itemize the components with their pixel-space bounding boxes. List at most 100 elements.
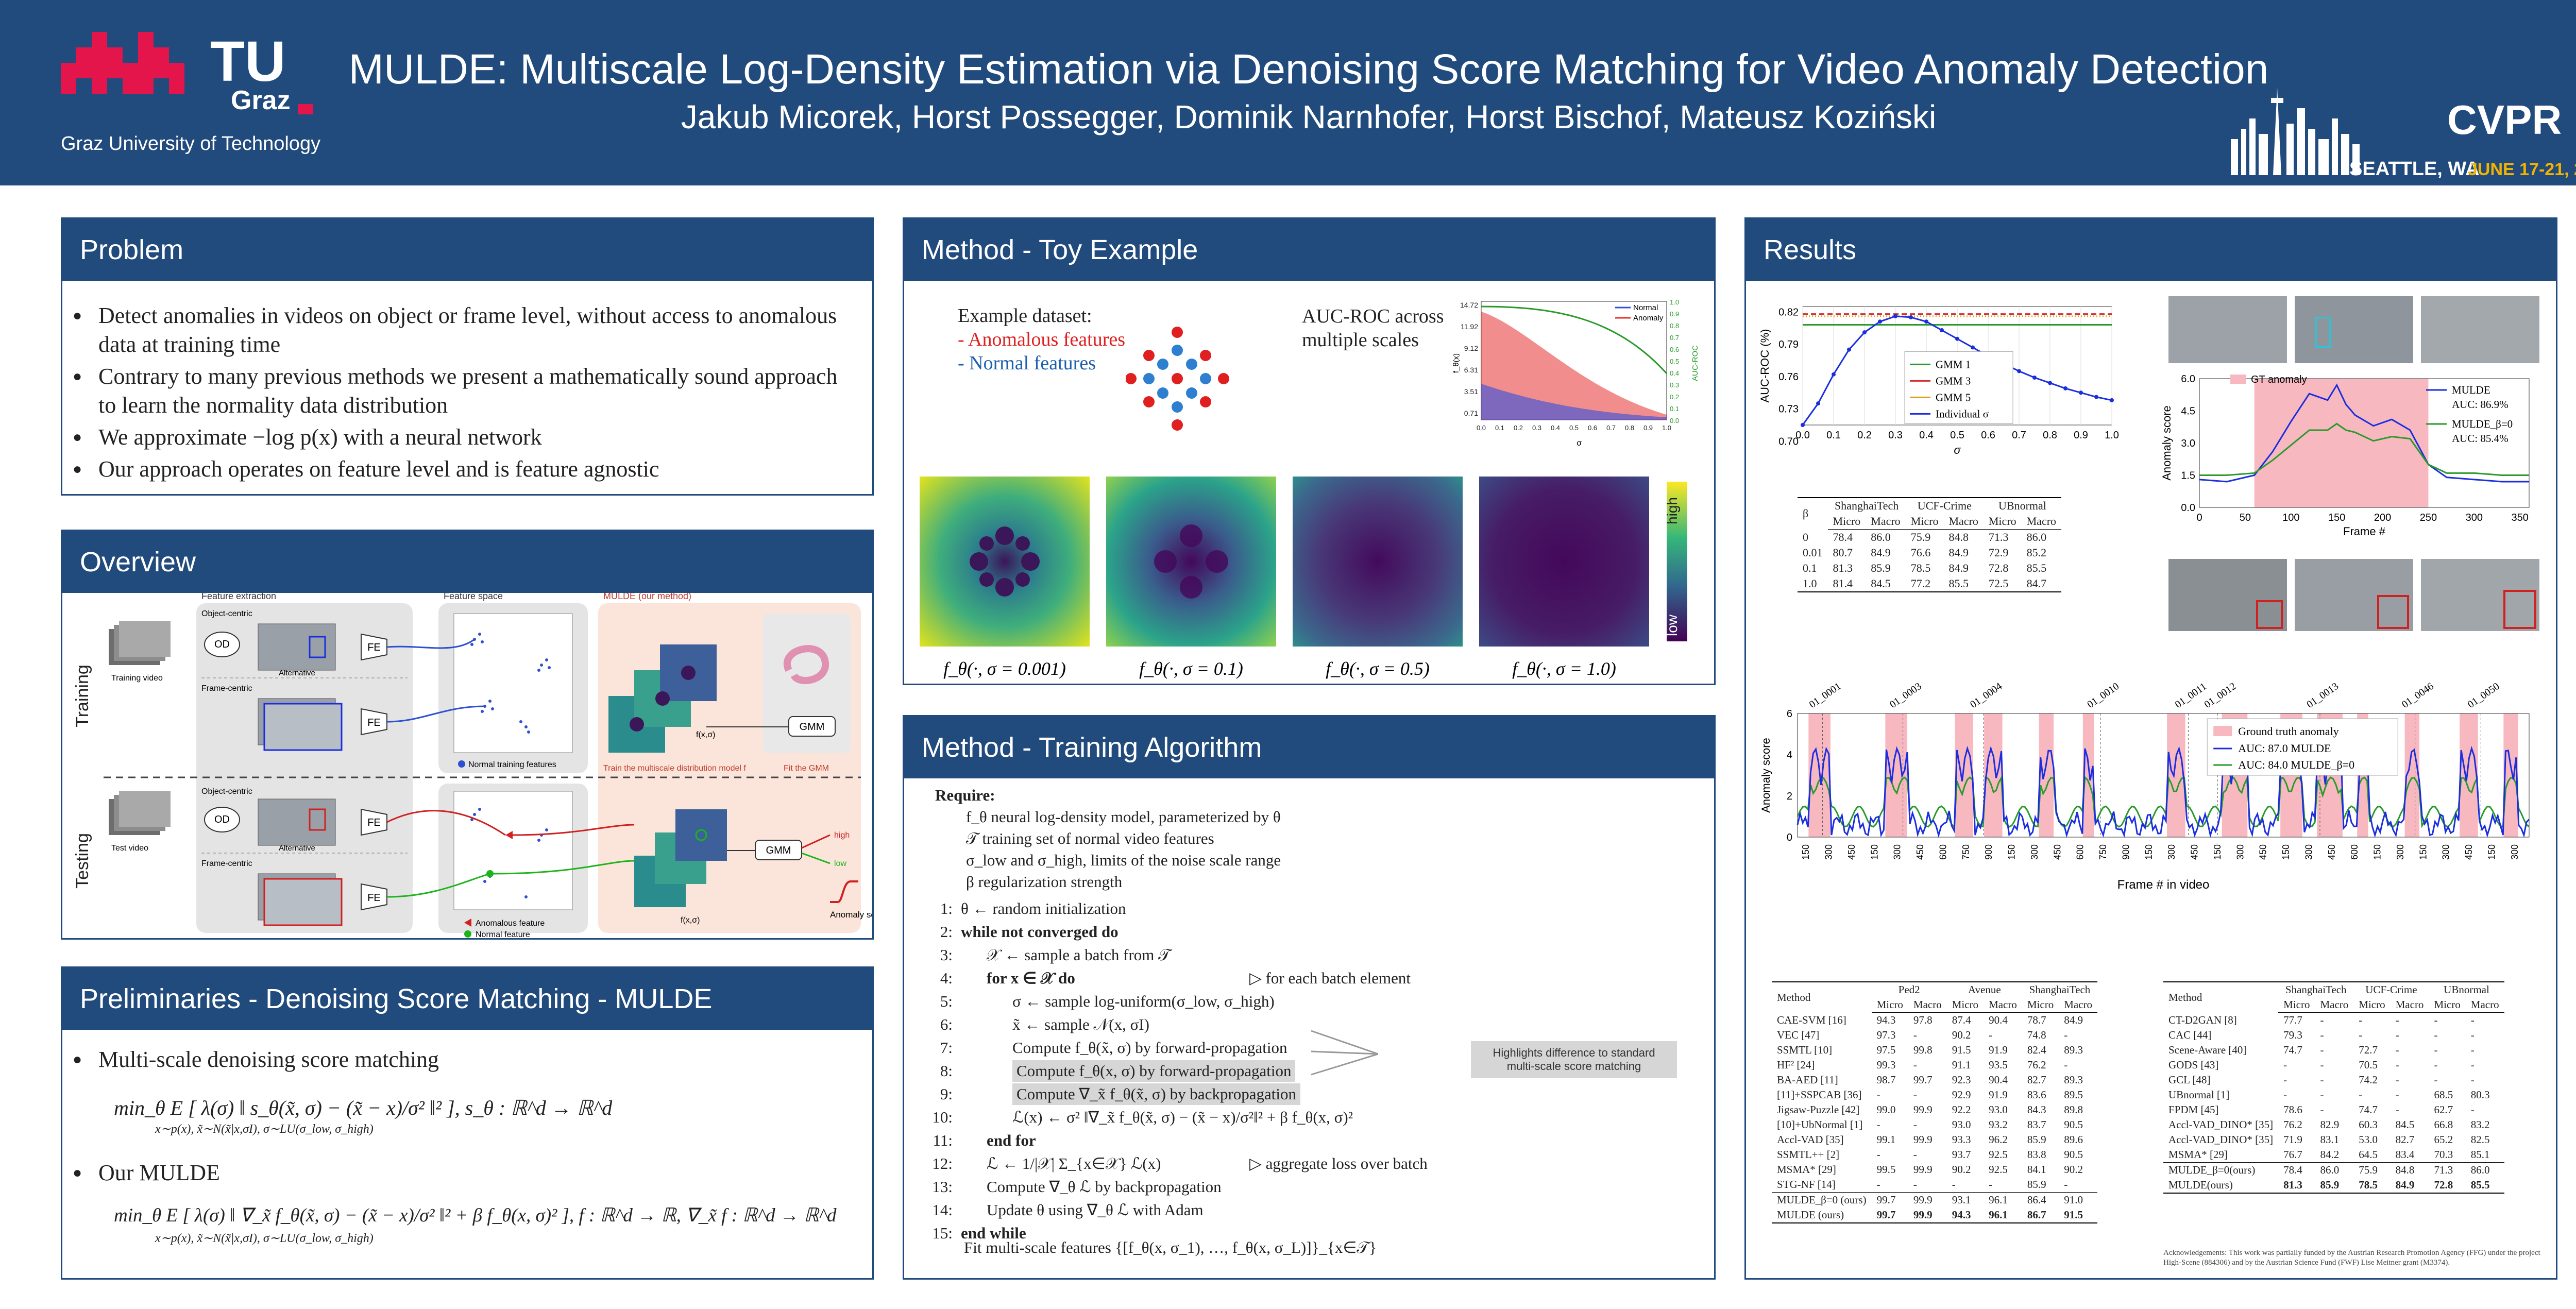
table-cell: SSMTL++ [2] — [1777, 1148, 1840, 1161]
mini-y2tick: 1.0 — [1670, 298, 1679, 306]
data-point — [1878, 319, 1882, 324]
table-cell: 93.2 — [1989, 1118, 2008, 1131]
table-cell: 85.5 — [1943, 576, 1984, 592]
table-cell: - — [2320, 1014, 2324, 1026]
line-number: 10: — [932, 1108, 953, 1126]
table-cell: 87.4 — [1952, 1014, 1971, 1026]
mini-ylabel: f_θ(x) — [1452, 353, 1461, 373]
aucroc-text: AUC-ROC across multiple scales — [1302, 305, 1444, 351]
table-cell: - — [2395, 1103, 2399, 1116]
mini-xtick: 0.9 — [1643, 424, 1653, 432]
high-label: high — [834, 831, 850, 840]
table-cell: 80.3 — [2470, 1089, 2490, 1101]
y-tick-label: 0.73 — [1778, 404, 1799, 415]
mini-ytick: 11.92 — [1461, 322, 1478, 331]
table-cell: 81.3 — [2278, 1178, 2315, 1194]
table-cell: MULDE(ours) — [2163, 1178, 2279, 1194]
algorithm-lines: 1: θ ← random initialization 2: while not c… — [930, 898, 1445, 1246]
table-cell: 0.1 — [1803, 562, 1817, 574]
table-cell: - — [2470, 1044, 2475, 1056]
table-row: Jigsaw-Puzzle [42] 99.0 99.9 92.2 93.0 84.3 89… — [1772, 1102, 2097, 1117]
video-frame — [2421, 559, 2539, 631]
table-cell: BA-AED [11] — [1777, 1074, 1838, 1086]
algorithm-line: 13: Compute ∇_θ ℒ by backpropagation — [930, 1176, 1445, 1199]
plot-frame — [2199, 378, 2530, 508]
table-cell: - — [1876, 1148, 1880, 1161]
table-cell: 72.9 — [1988, 546, 2009, 559]
table-row: 0.1 81.3 85.9 78.5 84.9 72.8 85.5 — [1798, 560, 2061, 576]
algorithm-line: 7: Compute f_θ(x̃, σ) by forward-propagat… — [930, 1037, 1445, 1060]
table-cell: 92.5 — [1989, 1148, 2008, 1161]
clip-label: 01_0004 — [1968, 681, 2004, 710]
table-cell: - — [2395, 1074, 2399, 1086]
table-cell: 86.0 — [2320, 1164, 2340, 1176]
table-cell: 85.9 — [2315, 1178, 2354, 1194]
table-cell: 89.8 — [2064, 1103, 2083, 1116]
university-name: Graz University of Technology — [61, 133, 321, 155]
example-dataset-label: Example dataset: — [958, 305, 1092, 327]
table-header: Method — [2163, 981, 2279, 1013]
line-text: ℒ(x) ← σ² ‖∇_x̃ f_θ(x̃, σ) − (x̃ − x)/σ²… — [1012, 1108, 1353, 1126]
object-centric-label: Object-centric — [201, 609, 252, 618]
table-cell: MULDE_β=0(ours) — [2168, 1164, 2256, 1176]
table-cell: 83.8 — [2027, 1148, 2046, 1161]
object-centric-label: Object-centric — [201, 787, 252, 796]
table-cell: 84.2 — [2320, 1148, 2340, 1161]
legend-label: GMM 1 — [1936, 358, 1971, 370]
table-cell: 78.5 — [1910, 562, 1931, 574]
table-cell: CT-D2GAN [8] — [2168, 1013, 2237, 1026]
x-axis-label: Frame # — [2343, 525, 2386, 538]
table-cell: 76.7 — [2283, 1148, 2302, 1161]
mini-xtick: 0.2 — [1514, 424, 1523, 432]
table-cell: - — [2064, 1059, 2068, 1071]
table-cell: MULDE_β=0 (ours) — [1777, 1194, 1867, 1206]
table-cell: - — [2395, 1014, 2399, 1026]
table-cell: 74.2 — [2359, 1074, 2378, 1086]
mini-y2label: AUC-ROC — [1691, 345, 1700, 381]
table-cell: 83.7 — [2027, 1118, 2046, 1131]
table-cell: 98.7 — [1876, 1074, 1896, 1086]
table-cell: - — [1913, 1148, 1917, 1161]
table-row: MULDE (ours) 99.7 99.9 94.3 96.1 86.7 91.5 — [1772, 1208, 2098, 1223]
line-comment: ▷ for each batch element — [1249, 969, 1411, 987]
legend-box — [1904, 351, 2013, 424]
table-cell: - — [2470, 1074, 2475, 1086]
table-subheader: Macro — [2390, 997, 2429, 1013]
x-tick-label: 0 — [2196, 512, 2202, 523]
table-header: ShanghaiTech — [2022, 981, 2098, 997]
table-cell: 93.0 — [1952, 1118, 1971, 1131]
line-comment: ▷ aggregate loss over batch — [1249, 1154, 1428, 1172]
table-cell: 79.3 — [2283, 1029, 2302, 1041]
line-text: Compute ∇_θ ℒ by backpropagation — [987, 1178, 1222, 1196]
y-tick-label: 0 — [1787, 832, 1792, 843]
require-label: Require: — [935, 786, 995, 804]
line-number: 2: — [940, 923, 953, 941]
clip-label: 01_0003 — [1888, 681, 1924, 710]
line-text: Compute ∇_x̃ f_θ(x̃, σ) by backpropagati… — [1012, 1083, 1301, 1105]
table-cell: 71.3 — [2434, 1164, 2453, 1176]
mini-legend-normal: Normal — [1633, 303, 1658, 312]
table-cell: 99.7 — [1913, 1074, 1933, 1086]
series-line — [2199, 422, 2529, 476]
table-cell: - — [2434, 1059, 2438, 1071]
fe-box: FE — [367, 817, 381, 828]
table-row: STG-NF [14] - - - - 85.9 - — [1772, 1177, 2097, 1193]
table-cell: - — [2283, 1059, 2287, 1071]
x-tick-label: 150 — [2328, 512, 2345, 523]
x-tick-label: 300 — [1824, 844, 1834, 860]
table-cell: 91.0 — [2064, 1194, 2083, 1206]
x-tick-label: 300 — [2466, 512, 2483, 523]
table-cell: 90.5 — [2064, 1118, 2083, 1131]
toy-dataset-scatter — [1126, 327, 1229, 431]
x-tick-label: 0.4 — [1919, 430, 1934, 441]
top-frames — [2168, 296, 2539, 363]
x-tick-label: 450 — [2190, 844, 2200, 860]
table-header: Ped2 — [1871, 981, 1947, 997]
problem-bullet: Detect anomalies in videos on object or … — [73, 301, 852, 359]
x-tick-label: 150 — [2418, 844, 2428, 860]
mini-xtick: 0.0 — [1477, 424, 1486, 432]
table-cell: 99.8 — [1913, 1044, 1933, 1056]
table-cell: 82.4 — [2027, 1044, 2046, 1056]
table-cell: - — [2395, 1059, 2399, 1071]
anomalous-feature-legend: Anomalous feature — [476, 919, 545, 928]
